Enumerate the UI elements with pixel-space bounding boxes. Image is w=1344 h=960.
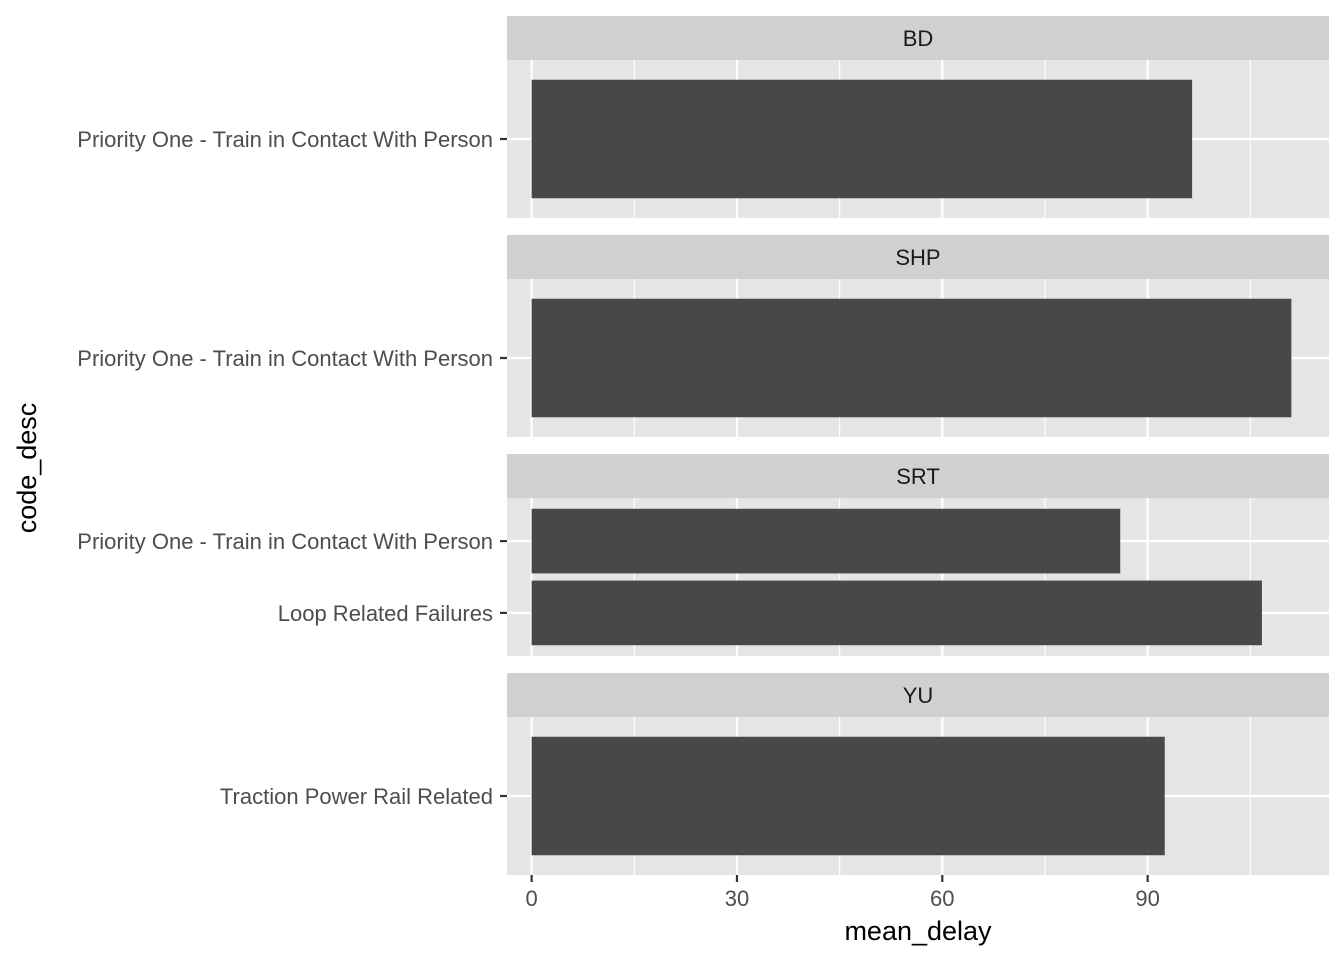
x-tick-label: 0 (526, 886, 538, 911)
x-tick-label: 30 (725, 886, 749, 911)
facet-strip-label: YU (903, 683, 934, 708)
y-tick-label: Loop Related Failures (278, 601, 493, 626)
bar (531, 736, 1165, 856)
facet-panels: BD Priority One - Train in Contact With P… (77, 16, 1329, 875)
facet-strip (507, 673, 1329, 717)
bar (531, 508, 1121, 574)
facet-bd: BD Priority One - Train in Contact With P… (77, 16, 1329, 218)
y-tick-label: Priority One - Train in Contact With Per… (77, 346, 493, 371)
facet-shp: SHP Priority One - Train in Contact With … (77, 235, 1329, 437)
x-tick-label: 60 (930, 886, 954, 911)
bar (531, 580, 1262, 646)
y-tick-label: Priority One - Train in Contact With Per… (77, 127, 493, 152)
facet-srt: SRT Priority One - Train in Contact With … (77, 454, 1329, 656)
facet-strip-label: SHP (895, 245, 940, 270)
bar (531, 79, 1193, 199)
facet-strip (507, 235, 1329, 279)
y-tick-label: Traction Power Rail Related (220, 784, 493, 809)
facet-yu: YU Traction Power Rail Related (220, 673, 1329, 875)
y-tick-label: Priority One - Train in Contact With Per… (77, 529, 493, 554)
x-axis-title: mean_delay (844, 916, 992, 946)
facet-strip (507, 454, 1329, 498)
x-axis: 0 30 60 90 (526, 875, 1160, 911)
x-tick-label: 90 (1135, 886, 1159, 911)
facet-strip (507, 16, 1329, 60)
facet-strip-label: BD (903, 26, 934, 51)
bar (531, 298, 1292, 418)
facet-strip-label: SRT (896, 464, 940, 489)
y-axis-title: code_desc (12, 403, 42, 534)
